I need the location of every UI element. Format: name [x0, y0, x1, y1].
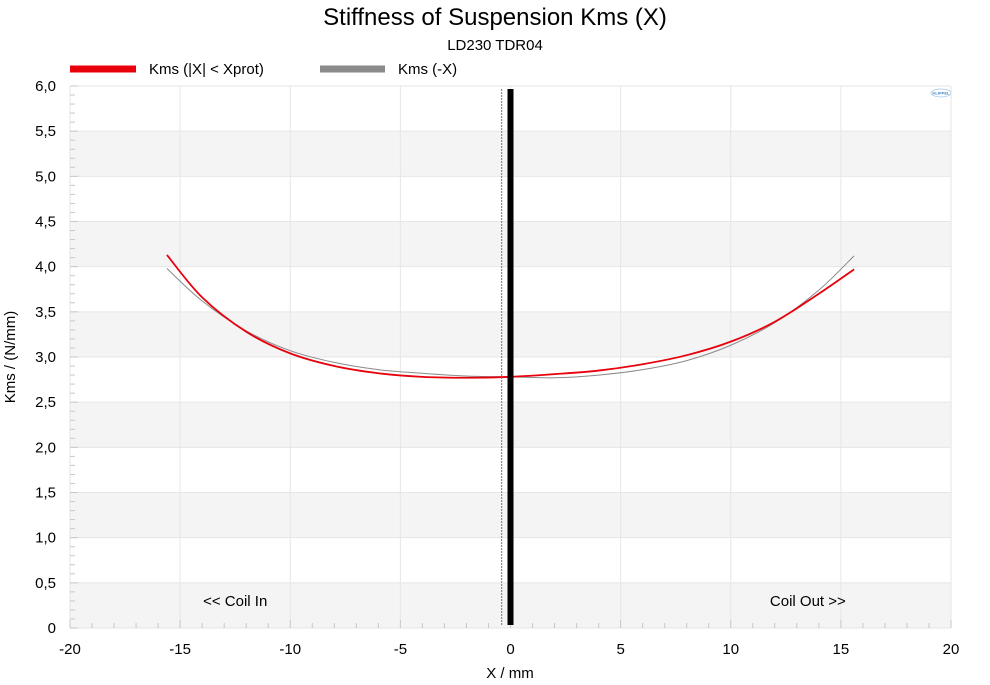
- x-axis-label: X / mm: [486, 665, 534, 682]
- y-tick-label: 4,5: [35, 214, 56, 231]
- minor-ticks: [69, 85, 952, 629]
- y-tick-label: 5,0: [35, 168, 56, 185]
- x-tick-label: -20: [59, 641, 81, 658]
- x-tick-label: -5: [394, 641, 407, 658]
- chart-subtitle: LD230 TDR04: [447, 37, 543, 54]
- y-tick-label: 1,5: [35, 485, 56, 502]
- x-tick-label: -10: [279, 641, 301, 658]
- y-tick-label: 3,0: [35, 349, 56, 366]
- y-tick-label: 5,5: [35, 123, 56, 140]
- y-tick-label: 0: [48, 620, 56, 637]
- annotation-coil-in: << Coil In: [203, 593, 267, 610]
- chart-title: Stiffness of Suspension Kms (X): [323, 4, 667, 31]
- x-tick-label: 5: [616, 641, 624, 658]
- y-tick-labels: 0 0,5 1,0 1,5 2,0 2,5 3,0 3,5 4,0 4,5 5,0 5,5 6,0: [35, 78, 56, 637]
- y-tick-label: 0,5: [35, 575, 56, 592]
- y-tick-label: 6,0: [35, 78, 56, 95]
- x-tick-label: 10: [722, 641, 739, 658]
- legend-label-kms-neg: Kms (-X): [398, 61, 457, 78]
- y-tick-label: 2,5: [35, 394, 56, 411]
- y-tick-label: 1,0: [35, 530, 56, 547]
- legend: Kms (|X| < Xprot) Kms (-X): [70, 61, 457, 78]
- x-tick-label: 20: [943, 641, 960, 658]
- y-tick-label: 2,0: [35, 439, 56, 456]
- x-tick-label: 0: [506, 641, 514, 658]
- logo-text: KLIPPEL: [933, 91, 950, 96]
- x-tick-label: 15: [833, 641, 850, 658]
- x-tick-label: -15: [169, 641, 191, 658]
- logo-mark: [930, 88, 952, 98]
- x-tick-labels: -20 -15 -10 -5 0 5 10 15 20: [59, 641, 959, 658]
- y-tick-label: 4,0: [35, 259, 56, 276]
- y-axis-label: Kms / (N/mm): [2, 311, 19, 403]
- logo: KLIPPEL: [930, 88, 952, 98]
- legend-label-kms: Kms (|X| < Xprot): [149, 61, 264, 78]
- y-tick-label: 3,5: [35, 304, 56, 321]
- annotation-coil-out: Coil Out >>: [770, 593, 846, 610]
